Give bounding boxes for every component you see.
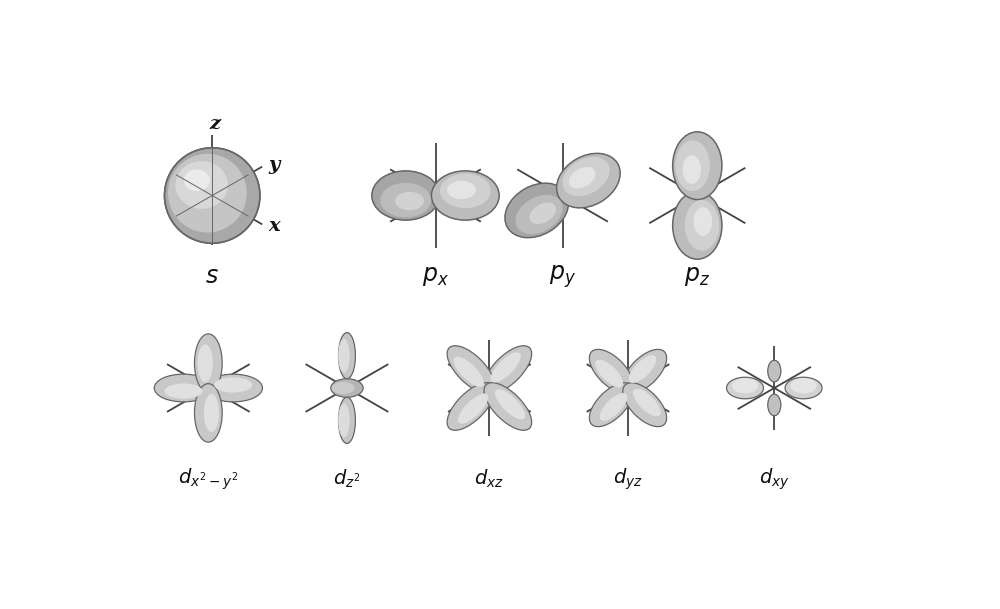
Ellipse shape	[589, 350, 633, 393]
Ellipse shape	[164, 148, 260, 243]
Ellipse shape	[184, 169, 210, 191]
Text: x: x	[269, 217, 280, 235]
Text: $s$: $s$	[205, 265, 219, 288]
Ellipse shape	[168, 153, 247, 233]
Ellipse shape	[194, 384, 222, 442]
Ellipse shape	[623, 350, 667, 393]
Ellipse shape	[673, 132, 722, 200]
Ellipse shape	[623, 382, 667, 427]
Ellipse shape	[372, 171, 440, 220]
Ellipse shape	[515, 195, 563, 234]
Ellipse shape	[694, 207, 712, 236]
Ellipse shape	[600, 393, 627, 421]
Ellipse shape	[675, 140, 710, 191]
Ellipse shape	[685, 200, 719, 251]
Ellipse shape	[790, 378, 817, 393]
Ellipse shape	[454, 357, 484, 387]
Ellipse shape	[557, 153, 620, 208]
Ellipse shape	[484, 382, 532, 431]
Ellipse shape	[380, 183, 431, 217]
Ellipse shape	[530, 203, 556, 224]
Ellipse shape	[447, 181, 476, 199]
Ellipse shape	[440, 174, 491, 208]
Ellipse shape	[785, 377, 822, 399]
Ellipse shape	[194, 334, 222, 392]
Ellipse shape	[204, 394, 219, 432]
Ellipse shape	[569, 167, 596, 189]
Ellipse shape	[595, 359, 623, 387]
Ellipse shape	[175, 161, 228, 209]
Text: $d_{x^2-y^2}$: $d_{x^2-y^2}$	[178, 466, 238, 491]
Text: $d_{xy}$: $d_{xy}$	[759, 466, 790, 491]
Ellipse shape	[732, 378, 758, 393]
Ellipse shape	[338, 333, 355, 379]
Ellipse shape	[505, 183, 569, 238]
Ellipse shape	[727, 377, 764, 399]
Text: z: z	[210, 115, 221, 133]
Ellipse shape	[683, 155, 701, 184]
Text: $d_{xz}$: $d_{xz}$	[474, 468, 504, 490]
Ellipse shape	[447, 382, 495, 431]
Ellipse shape	[198, 344, 213, 382]
Text: $d_{z^2}$: $d_{z^2}$	[333, 468, 361, 490]
Ellipse shape	[204, 374, 262, 402]
Ellipse shape	[154, 374, 213, 402]
Text: $d_{yz}$: $d_{yz}$	[613, 466, 643, 491]
Ellipse shape	[164, 384, 202, 399]
Ellipse shape	[629, 355, 656, 383]
Ellipse shape	[395, 192, 424, 210]
Text: $p_y$: $p_y$	[549, 263, 576, 290]
Ellipse shape	[484, 346, 532, 393]
Ellipse shape	[491, 352, 521, 382]
Ellipse shape	[338, 339, 350, 373]
Text: $p_x$: $p_x$	[422, 265, 449, 288]
Ellipse shape	[768, 361, 781, 382]
Ellipse shape	[214, 378, 252, 393]
Text: $p_z$: $p_z$	[684, 265, 710, 288]
Ellipse shape	[768, 394, 781, 416]
Ellipse shape	[495, 389, 525, 420]
Ellipse shape	[338, 397, 355, 443]
Ellipse shape	[673, 191, 722, 259]
Ellipse shape	[458, 393, 488, 424]
Text: y: y	[269, 156, 280, 174]
Ellipse shape	[562, 157, 610, 196]
Ellipse shape	[431, 171, 499, 220]
Ellipse shape	[331, 379, 363, 397]
Ellipse shape	[338, 403, 350, 437]
Ellipse shape	[589, 382, 633, 427]
Ellipse shape	[447, 346, 495, 393]
Ellipse shape	[332, 382, 355, 394]
Ellipse shape	[633, 389, 661, 417]
